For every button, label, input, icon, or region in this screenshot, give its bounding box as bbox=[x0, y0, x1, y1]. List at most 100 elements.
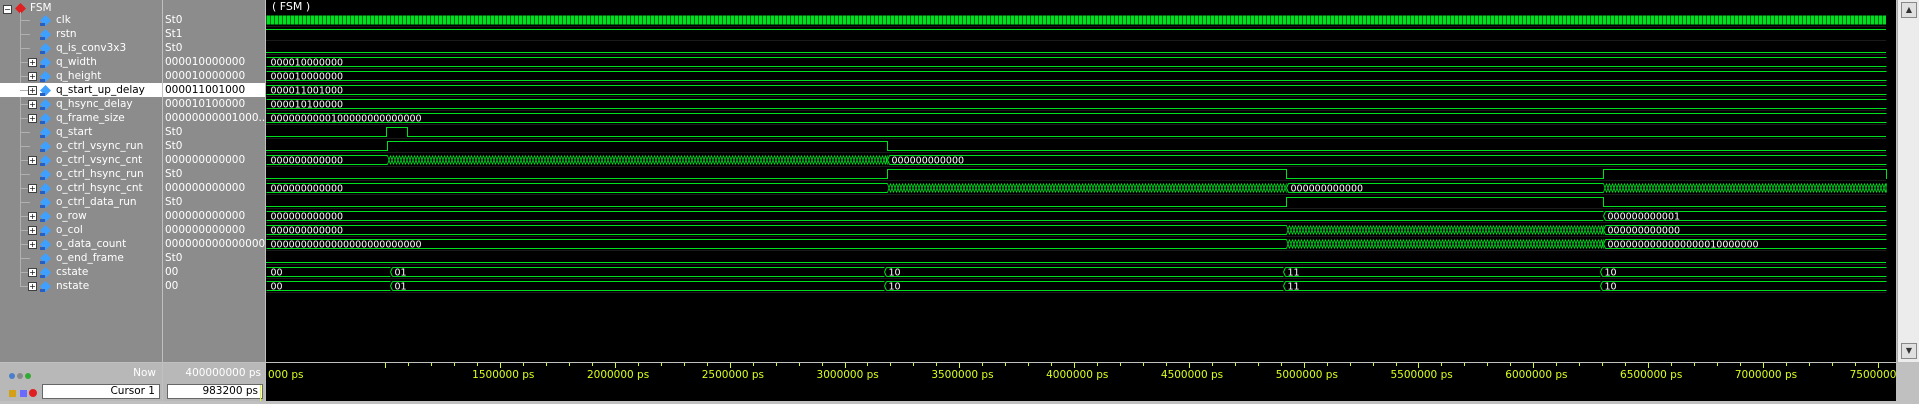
cursor-lock-icon[interactable] bbox=[8, 387, 38, 397]
bus-value-label: 000000000000 bbox=[271, 156, 344, 167]
cursor-label-box[interactable]: Cursor 1 bbox=[42, 384, 160, 399]
bus-transition bbox=[1211, 183, 1215, 193]
signal-row-o-row[interactable]: + o_row bbox=[0, 209, 162, 223]
signal-name: q_start_up_delay bbox=[56, 84, 145, 96]
bus-transition bbox=[1274, 183, 1278, 193]
expand-icon[interactable]: + bbox=[28, 72, 37, 81]
bus-transition bbox=[1532, 225, 1536, 235]
root-group-row[interactable]: − FSM bbox=[0, 0, 162, 17]
bus-transition bbox=[645, 155, 649, 165]
bus-transition bbox=[858, 155, 862, 165]
bus-transition bbox=[1352, 239, 1356, 249]
expand-icon[interactable]: + bbox=[28, 100, 37, 109]
scroll-up-arrow-icon[interactable]: ▲ bbox=[1901, 2, 1917, 18]
bus-transition bbox=[1556, 225, 1560, 235]
bus-transition bbox=[867, 155, 871, 165]
expand-icon[interactable]: + bbox=[28, 184, 37, 193]
signal-row-nstate[interactable]: + nstate bbox=[0, 279, 162, 293]
signal-value-row: 000000000000000... bbox=[163, 237, 265, 251]
bus-transition bbox=[1451, 239, 1455, 249]
signal-row-o-ctrl-vsync-cnt[interactable]: + o_ctrl_vsync_cnt bbox=[0, 153, 162, 167]
bus-transition bbox=[1777, 183, 1781, 193]
bus-transition bbox=[1684, 183, 1688, 193]
signal-row-o-data-count[interactable]: + o_data_count bbox=[0, 237, 162, 251]
expand-icon[interactable]: + bbox=[28, 226, 37, 235]
signal-row-o-ctrl-hsync-cnt[interactable]: + o_ctrl_hsync_cnt bbox=[0, 181, 162, 195]
signal-value-row: St0 bbox=[163, 41, 265, 55]
signal-row-o-ctrl-vsync-run[interactable]: o_ctrl_vsync_run bbox=[0, 139, 162, 153]
signal-value-row: St0 bbox=[163, 167, 265, 181]
bus-transition bbox=[495, 155, 499, 165]
signal-value: 000000000000 bbox=[165, 210, 246, 222]
wave-path bbox=[266, 127, 1886, 137]
signal-row-q-width[interactable]: + q_width bbox=[0, 55, 162, 69]
vertical-scrollbar[interactable]: ▲ ▼ bbox=[1897, 0, 1919, 362]
bus-transition bbox=[977, 183, 981, 193]
signal-row-q-is-conv3x3[interactable]: q_is_conv3x3 bbox=[0, 41, 162, 55]
time-tick bbox=[1188, 363, 1190, 368]
bus-transition bbox=[1663, 183, 1667, 193]
bus-transition bbox=[459, 155, 463, 165]
bus-transition bbox=[1711, 183, 1715, 193]
waveform-pane[interactable]: ( FSM ) 000010000000 000010000000 00001100… bbox=[266, 0, 1896, 362]
bus-transition bbox=[1412, 239, 1416, 249]
signal-row-o-end-frame[interactable]: o_end_frame bbox=[0, 251, 162, 265]
bus-transition bbox=[840, 155, 844, 165]
signal-row-q-hsync-delay[interactable]: + q_hsync_delay bbox=[0, 97, 162, 111]
bus-transition bbox=[965, 183, 969, 193]
expand-icon[interactable]: + bbox=[28, 156, 37, 165]
bus-transition bbox=[693, 155, 697, 165]
bus-transition bbox=[1517, 225, 1521, 235]
time-tick bbox=[1349, 363, 1351, 366]
bus-transition bbox=[887, 155, 890, 165]
signal-row-o-ctrl-data-run[interactable]: o_ctrl_data_run bbox=[0, 195, 162, 209]
bus-transition bbox=[429, 155, 433, 165]
cursor-marker[interactable] bbox=[260, 385, 261, 401]
signal-name: q_start bbox=[56, 126, 93, 138]
bus-transition bbox=[1283, 281, 1286, 291]
bus-transition bbox=[1238, 183, 1242, 193]
bus-transition bbox=[908, 183, 912, 193]
signal-row-q-start[interactable]: q_start bbox=[0, 125, 162, 139]
expand-icon[interactable]: + bbox=[28, 282, 37, 291]
bus-transition bbox=[1349, 225, 1353, 235]
bus-transition bbox=[390, 155, 394, 165]
bus-transition bbox=[1490, 239, 1494, 249]
signal-row-rstn[interactable]: rstn bbox=[0, 27, 162, 41]
bus-transition bbox=[1535, 225, 1539, 235]
expand-icon[interactable]: + bbox=[28, 86, 37, 95]
bus-transition bbox=[1433, 225, 1437, 235]
scroll-down-arrow-icon[interactable]: ▼ bbox=[1901, 343, 1917, 359]
bus-transition bbox=[980, 183, 984, 193]
time-ruler[interactable]: 000 ps 1500000 ps 2000000 ps 2500000 ps 3000… bbox=[266, 363, 1896, 401]
bus-transition bbox=[1505, 225, 1509, 235]
signal-row-q-height[interactable]: + q_height bbox=[0, 69, 162, 83]
bus-transition bbox=[819, 155, 823, 165]
expand-icon[interactable]: + bbox=[28, 114, 37, 123]
bus-transition bbox=[441, 155, 445, 165]
bus-transition bbox=[887, 183, 891, 193]
time-tick bbox=[477, 363, 479, 366]
signal-value: St0 bbox=[165, 252, 183, 264]
tree-branch bbox=[20, 20, 30, 21]
bus-value-label: 000010000000 bbox=[271, 72, 344, 83]
bus-transition bbox=[1475, 225, 1479, 235]
expand-icon[interactable]: + bbox=[28, 58, 37, 67]
time-tick bbox=[1625, 363, 1627, 366]
bus-transition bbox=[828, 155, 832, 165]
bus-transition bbox=[1355, 225, 1359, 235]
expand-icon[interactable]: + bbox=[28, 268, 37, 277]
bus-transition bbox=[1864, 183, 1868, 193]
signal-row-o-col[interactable]: + o_col bbox=[0, 223, 162, 237]
signal-row-cstate[interactable]: + cstate bbox=[0, 265, 162, 279]
signal-row-o-ctrl-hsync-run[interactable]: o_ctrl_hsync_run bbox=[0, 167, 162, 181]
signal-row-q-frame-size[interactable]: + q_frame_size bbox=[0, 111, 162, 125]
bus-transition bbox=[1601, 239, 1604, 249]
signal-row-clk[interactable]: clk bbox=[0, 13, 162, 27]
expand-icon[interactable]: + bbox=[28, 240, 37, 249]
bus-transition bbox=[1708, 183, 1712, 193]
expand-icon[interactable]: + bbox=[28, 212, 37, 221]
bus-transition bbox=[501, 155, 505, 165]
collapse-icon[interactable]: − bbox=[3, 5, 12, 14]
signal-row-q-start-up-delay[interactable]: + q_start_up_delay bbox=[0, 83, 162, 97]
